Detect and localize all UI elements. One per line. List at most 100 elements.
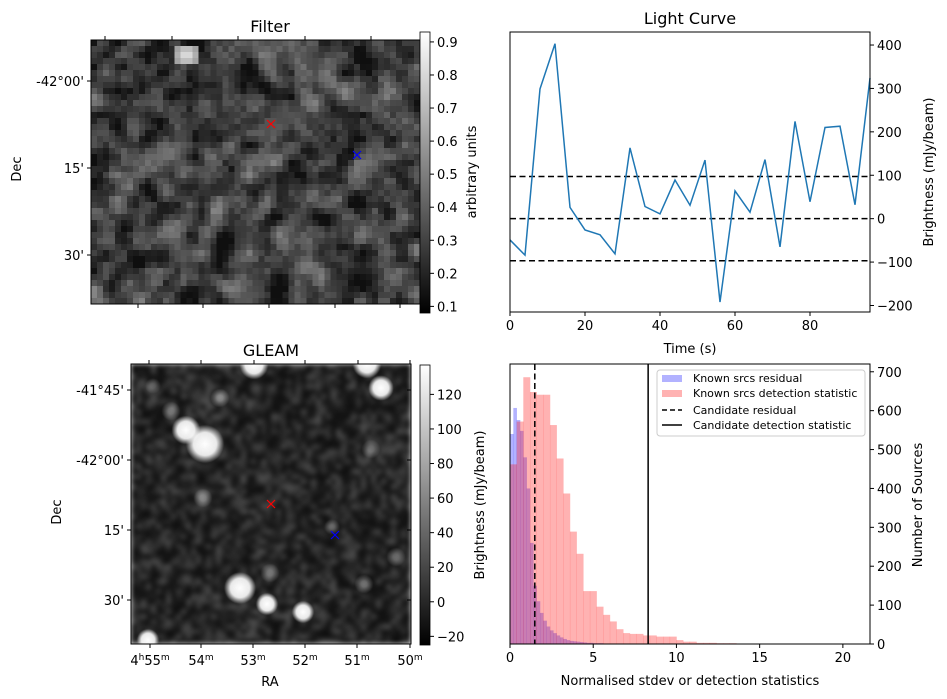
x-tick-label: 5 bbox=[589, 651, 597, 666]
gleam-colorbar-label: Brightness (mJy/beam) bbox=[473, 431, 488, 580]
filter-ytick-label: 15' bbox=[64, 162, 84, 177]
filter-image bbox=[91, 40, 420, 304]
legend-label: Candidate detection statistic bbox=[693, 419, 851, 432]
detection-bar bbox=[576, 553, 584, 644]
residual-bar bbox=[569, 640, 574, 644]
light-curve-panel: Light Curve 0 20 40 60 80 −200 −100 0 100 200 300 4… bbox=[506, 9, 937, 357]
detection-bar bbox=[623, 633, 631, 644]
detection-bar bbox=[703, 642, 711, 644]
residual-bar bbox=[539, 612, 544, 644]
y-tick-label: 400 bbox=[877, 39, 902, 54]
detection-bar bbox=[663, 636, 671, 644]
gleam-ra-tick-label: 4h55m bbox=[130, 653, 169, 669]
detection-bar bbox=[510, 464, 517, 644]
residual-bar bbox=[583, 642, 587, 644]
residual-bar bbox=[566, 640, 571, 644]
histogram-frame bbox=[509, 363, 871, 645]
colorbar-tick-label: 80 bbox=[437, 458, 454, 473]
detection-bar bbox=[583, 591, 591, 644]
filter-ticks bbox=[87, 36, 401, 308]
detection-bar bbox=[516, 421, 524, 644]
detection-bar bbox=[536, 394, 544, 644]
gleam-frame bbox=[130, 363, 412, 645]
detection-bar bbox=[603, 614, 611, 644]
residual-bar bbox=[576, 641, 581, 644]
y-tick-label: 200 bbox=[877, 560, 902, 575]
colorbar-tick-label: 100 bbox=[437, 423, 462, 438]
filter-colorbar-label: arbitrary units bbox=[465, 125, 480, 218]
detection-bar bbox=[616, 629, 624, 644]
colorbar-tick-label: 0.5 bbox=[437, 168, 458, 183]
filter-ytick-label: -42°00' bbox=[36, 75, 84, 90]
residual-bar bbox=[523, 457, 527, 644]
detection-bar bbox=[649, 635, 657, 644]
x-tick-label: 0 bbox=[506, 319, 514, 334]
histogram-xlabel: Normalised stdev or detection statistics bbox=[561, 674, 820, 689]
legend-swatch-detection bbox=[662, 390, 682, 397]
detection-bar bbox=[556, 458, 564, 644]
histogram-ylabel: Number of Sources bbox=[911, 443, 926, 568]
detection-bar bbox=[683, 641, 691, 644]
x-tick-label: 20 bbox=[577, 319, 594, 334]
residual-bar bbox=[516, 420, 521, 644]
colorbar-tick-label: 0.4 bbox=[437, 201, 458, 216]
colorbar-tick-label: 0.1 bbox=[437, 300, 458, 315]
colorbar-tick-label: 0.8 bbox=[437, 69, 458, 84]
residual-bar bbox=[546, 626, 551, 644]
detection-bar bbox=[596, 606, 604, 644]
gleam-title: GLEAM bbox=[243, 341, 299, 360]
light-curve-title: Light Curve bbox=[644, 9, 736, 28]
residual-bar bbox=[586, 642, 591, 644]
detection-bar bbox=[609, 621, 617, 644]
y-tick-label: 500 bbox=[877, 444, 902, 459]
x-tick-label: 60 bbox=[727, 319, 744, 334]
gleam-xlabel: RA bbox=[261, 675, 279, 690]
filter-frame bbox=[90, 39, 421, 305]
colorbar-tick-label: 40 bbox=[437, 527, 454, 542]
detection-bar bbox=[689, 641, 697, 644]
gleam-ra-tick-label: 51m bbox=[344, 653, 369, 669]
filter-marker-blue bbox=[352, 150, 362, 160]
detection-bar bbox=[709, 642, 717, 644]
y-tick-label: 600 bbox=[877, 405, 902, 420]
light-curve-xlabel: Time (s) bbox=[663, 342, 717, 357]
filter-ylabel: Dec bbox=[10, 156, 25, 181]
detection-bar bbox=[569, 531, 577, 644]
residual-bar bbox=[519, 430, 524, 644]
gleam-ra-tick-label: 50m bbox=[397, 653, 422, 669]
gleam-ytick-label: -42°00' bbox=[76, 454, 124, 469]
residual-bar bbox=[556, 635, 561, 644]
filter-colorbar bbox=[419, 31, 431, 314]
filter-colorbar-ticks: 0.1 0.2 0.3 0.4 0.5 0.6 0.7 0.8 0.9 bbox=[430, 36, 458, 315]
detection-bar bbox=[656, 636, 664, 644]
y-tick-label: −100 bbox=[877, 256, 913, 271]
detection-bar bbox=[589, 591, 597, 644]
legend-label: Candidate residual bbox=[693, 404, 796, 417]
residual-bar bbox=[559, 637, 564, 644]
colorbar-tick-label: 0 bbox=[437, 596, 445, 611]
light-curve-line bbox=[509, 43, 871, 303]
histogram-legend: Known srcs residual Known srcs detection… bbox=[656, 369, 866, 437]
residual-bar bbox=[563, 638, 567, 644]
y-tick-label: −200 bbox=[877, 299, 913, 314]
filter-panel: Filter -42°00' 15' 30' Dec 0.10.20.30.40… bbox=[10, 17, 480, 315]
y-tick-label: 200 bbox=[877, 126, 902, 141]
colorbar-tick-label: 0.9 bbox=[437, 36, 458, 51]
residual-bar bbox=[536, 601, 541, 644]
light-curve-frame bbox=[509, 31, 871, 313]
x-tick-label: 80 bbox=[802, 319, 819, 334]
gleam-panel: GLEAM -41°45' -42°00' 15' 30' 4h55m 54m 53… bbox=[50, 341, 488, 690]
legend-label: Known srcs detection statistic bbox=[693, 387, 857, 400]
detection-bar bbox=[676, 640, 684, 644]
light-curve-ylabel: Brightness (mJy/beam) bbox=[922, 98, 937, 247]
detection-bar bbox=[669, 636, 677, 644]
gleam-ra-tick-label: 52m bbox=[292, 653, 317, 669]
y-tick-label: 100 bbox=[877, 599, 902, 614]
gleam-marker-blue bbox=[330, 530, 340, 540]
y-tick-label: 0 bbox=[877, 638, 885, 653]
filter-marker-red bbox=[266, 119, 276, 129]
y-tick-label: 400 bbox=[877, 482, 902, 497]
y-tick-label: 700 bbox=[877, 366, 902, 381]
